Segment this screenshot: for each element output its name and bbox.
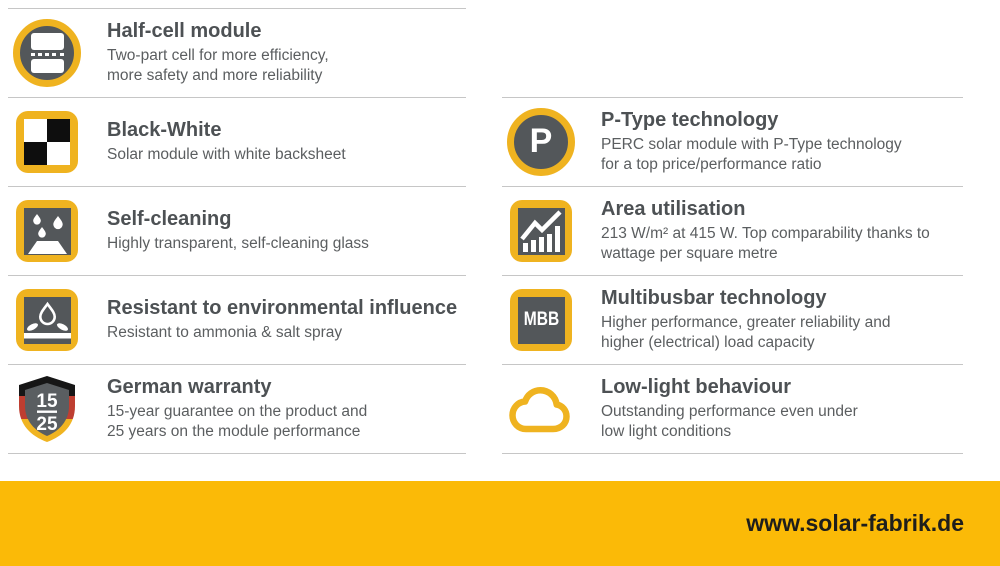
cloud-icon — [509, 386, 570, 433]
feature-row-half-cell-module: Half-cell module Two-part cell for more … — [8, 9, 466, 98]
feature-row-black-white: Black-White Solar module with white back… — [8, 98, 466, 187]
mbb-icon: MBB — [510, 289, 572, 351]
features-column-right: P P-Type technology PERC solar module wi… — [502, 97, 963, 454]
feature-title: Black-White — [107, 118, 222, 141]
website-url: www.solar-fabrik.de — [746, 510, 964, 536]
feature-title: Low-light behaviour — [601, 375, 791, 398]
feature-description: Highly transparent, self-cleaning glass — [107, 234, 369, 252]
features-column-left: Half-cell module Two-part cell for more … — [8, 8, 466, 454]
self-cleaning-icon — [16, 200, 78, 262]
environment-icon — [16, 289, 78, 351]
feature-title: Half-cell module — [107, 19, 262, 42]
feature-row-area-utilisation: Area utilisation 213 W/m² at 415 W. Top … — [502, 187, 963, 276]
black-white-icon — [16, 111, 78, 173]
feature-description: Resistant to ammonia & salt spray — [107, 323, 343, 341]
feature-row-low-light: Low-light behaviour Outstanding performa… — [502, 365, 963, 454]
feature-description: 15-year guarantee on the product and 25 … — [107, 402, 368, 440]
feature-title: Self-cleaning — [107, 207, 232, 230]
feature-title: Multibusbar technology — [601, 286, 827, 309]
feature-row-self-cleaning: Self-cleaning Highly transparent, self-c… — [8, 187, 466, 276]
feature-description: Solar module with white backsheet — [107, 145, 346, 163]
p-type-icon: P — [507, 108, 575, 176]
feature-row-multibusbar: MBB Multibusbar technology Higher perfor… — [502, 276, 963, 365]
feature-description: Higher performance, greater reliability … — [601, 313, 891, 351]
feature-row-german-warranty: 15 25 German warranty 15-year guarantee … — [8, 365, 466, 454]
half-cell-icon — [13, 19, 81, 87]
feature-description: 213 W/m² at 415 W. Top comparability tha… — [601, 224, 930, 262]
feature-description: Outstanding performance even under low l… — [601, 402, 858, 440]
warranty-badge-top: 15 — [36, 391, 58, 412]
warranty-badge-bottom: 25 — [36, 414, 58, 435]
footer-banner: www.solar-fabrik.de — [0, 481, 1000, 566]
feature-title: Area utilisation — [601, 197, 746, 220]
feature-description: Two-part cell for more efficiency, more … — [107, 46, 329, 84]
feature-title: German warranty — [107, 375, 272, 398]
feature-row-environmental-resistance: Resistant to environmental influence Res… — [8, 276, 466, 365]
mbb-label: MBB — [523, 309, 559, 330]
area-utilisation-icon — [510, 200, 572, 262]
feature-title: Resistant to environmental influence — [107, 296, 458, 319]
p-type-letter: P — [529, 122, 553, 160]
feature-description: PERC solar module with P-Type technology… — [601, 135, 902, 173]
warranty-shield-icon: 15 25 — [19, 376, 75, 442]
feature-row-p-type: P P-Type technology PERC solar module wi… — [502, 98, 963, 187]
feature-title: P-Type technology — [601, 108, 779, 131]
